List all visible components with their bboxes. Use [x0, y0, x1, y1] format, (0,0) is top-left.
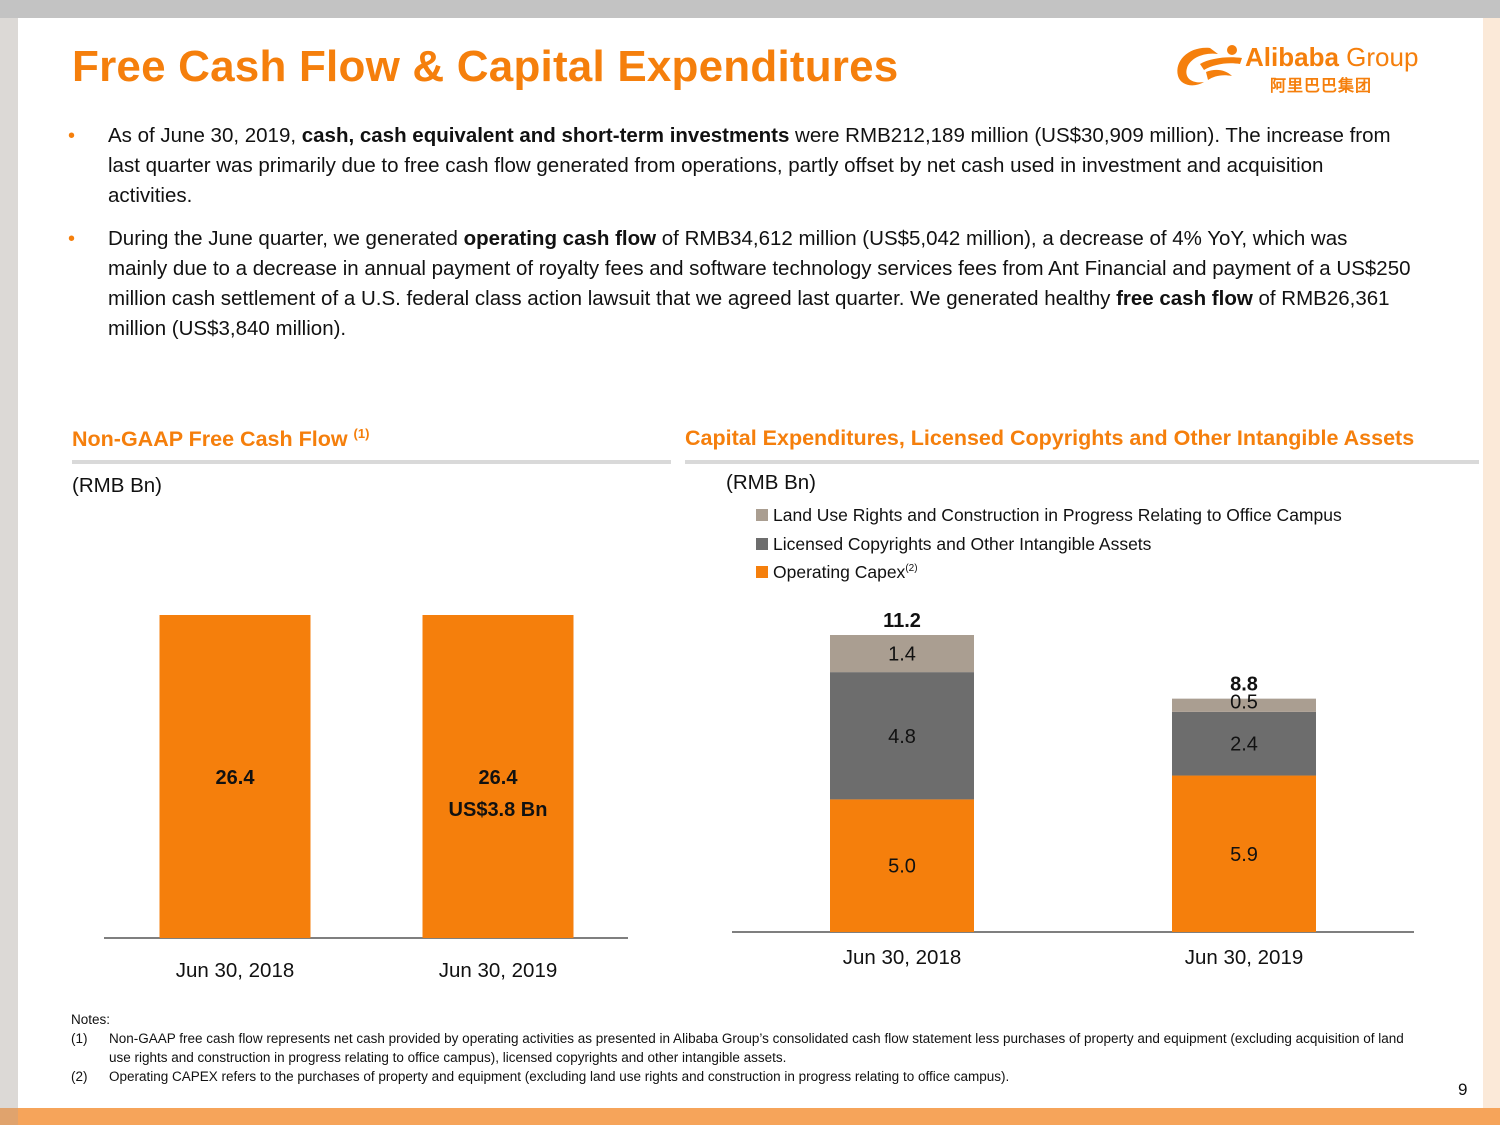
footnote-2: (2) Operating CAPEX refers to the purchas… [71, 1069, 1010, 1084]
fcf-bar [159, 615, 311, 938]
right-border [1483, 18, 1500, 1108]
capex-stack-segment [830, 672, 974, 800]
alibaba-swoosh-icon [1177, 45, 1242, 86]
capex-x-tick-label: Jun 30, 2019 [1185, 946, 1304, 969]
bottom-border [18, 1108, 1500, 1125]
page-number: 9 [1458, 1080, 1468, 1099]
capex-stack-segment [1172, 711, 1316, 776]
fcf-x-tick-label: Jun 30, 2019 [439, 959, 558, 982]
capex-segment-label: 1.4 [888, 644, 916, 666]
capex-stack-segment [1172, 775, 1316, 932]
capex-unit-label: (RMB Bn) [726, 471, 816, 494]
capex-x-tick-label: Jun 30, 2018 [843, 946, 962, 969]
bullet-operating-cash-flow: • During the June quarter, we generated … [68, 224, 1412, 344]
top-border [0, 0, 1500, 18]
legend-item-licensed-copyrights: Licensed Copyrights and Other Intangible… [756, 534, 1151, 555]
capex-stack-segment [830, 635, 974, 673]
fcf-x-tick-label: Jun 30, 2018 [176, 959, 295, 982]
capex-segment-label: 5.9 [1230, 844, 1258, 866]
fcf-bar [422, 615, 574, 938]
fcf-section-title: Non-GAAP Free Cash Flow (1) [72, 426, 370, 452]
logo-wordmark: Alibaba Group [1245, 42, 1419, 72]
capex-segment-label: 5.0 [888, 856, 916, 878]
bullet-dot-icon: • [68, 125, 76, 147]
legend-swatch [756, 538, 768, 550]
capex-segment-label: 4.8 [888, 726, 916, 748]
footnotes: Notes: (1) Non-GAAP free cash flow repres… [71, 1010, 1411, 1086]
capex-stack-segment [830, 799, 974, 932]
left-border [0, 18, 18, 1108]
legend-swatch [756, 509, 768, 521]
bullet-cash-position: • As of June 30, 2019, cash, cash equiva… [68, 121, 1412, 211]
footnote-1: (1) Non-GAAP free cash flow represents ne… [71, 1031, 1404, 1065]
capex-section-rule [685, 460, 1479, 464]
legend-item-operating-capex: Operating Capex(2) [756, 562, 918, 583]
capex-total-label: 8.8 [1230, 674, 1258, 696]
fcf-bar-value-label: 26.4 [479, 767, 519, 789]
left-border-accent [0, 1108, 18, 1125]
notes-heading: Notes: [71, 1012, 111, 1027]
capex-segment-label: 2.4 [1230, 734, 1258, 756]
capex-total-label: 11.2 [883, 610, 921, 632]
bullet-dot-icon: • [68, 228, 76, 250]
fcf-section-rule [72, 460, 671, 464]
fcf-bar-usd-label: US$3.8 Bn [449, 799, 548, 821]
capex-segment-label: 0.5 [1230, 691, 1258, 713]
capex-stack-segment [1172, 698, 1316, 712]
slide-title: Free Cash Flow & Capital Expenditures [72, 42, 899, 91]
capex-section-title: Capital Expenditures, Licensed Copyright… [685, 426, 1415, 450]
fcf-unit-label: (RMB Bn) [72, 474, 162, 497]
alibaba-group-logo: Alibaba Group 阿里巴巴集团 [1170, 40, 1470, 100]
legend-swatch [756, 566, 768, 578]
legend-item-land-use: Land Use Rights and Construction in Prog… [756, 505, 1342, 526]
logo-chinese-wordmark: 阿里巴巴集团 [1270, 78, 1373, 95]
fcf-bar-value-label: 26.4 [216, 767, 256, 789]
